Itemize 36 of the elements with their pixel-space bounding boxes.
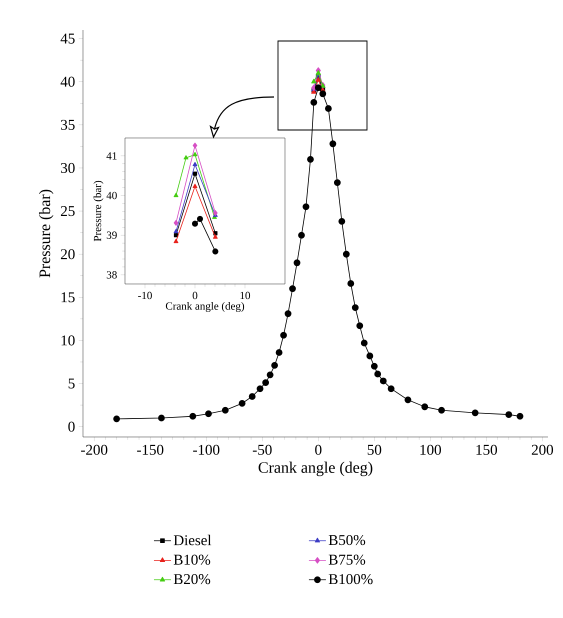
x-tick-label: 0: [192, 292, 198, 300]
y-tick-label: 35: [61, 120, 75, 130]
x-tick-label: 50: [368, 444, 382, 455]
y-tick-label: 30: [61, 162, 75, 173]
x-tick-label: 0: [315, 444, 322, 455]
y-tick-label: 39: [106, 232, 117, 239]
y-tick-label: 15: [62, 292, 75, 302]
x-tick-label: 200: [532, 444, 554, 455]
x-tick-label: -200: [81, 444, 108, 455]
x-tick-label: 100: [420, 444, 441, 455]
y-tick-label: 41: [106, 152, 117, 160]
x-tick-label: 150: [476, 444, 498, 455]
y-tick-label: 10: [62, 335, 75, 346]
x-tick-label: -150: [137, 444, 164, 455]
y-tick-label: 25: [60, 206, 75, 216]
x-tick-label: -50: [252, 444, 272, 455]
y-tick-label: 45: [60, 34, 75, 44]
y-axis-title: Pressure (bar): [38, 190, 54, 278]
x-axis-title: Crank angle (deg): [258, 462, 372, 476]
y-tick-label: 40: [106, 192, 117, 200]
y-tick-label: 5: [68, 378, 75, 388]
legend-label: Diesel: [174, 534, 212, 546]
y-tick-label: 20: [60, 249, 75, 260]
y-axis-title: Pressure (bar): [94, 180, 104, 242]
legend-label: B100%: [328, 574, 373, 584]
legend-label: B50%: [328, 535, 366, 546]
x-axis-title: Crank angle (deg): [166, 302, 244, 312]
legend-label: B20%: [174, 574, 210, 584]
legend-label: B75%: [328, 554, 366, 565]
x-tick-label: -100: [193, 444, 220, 455]
legend-label: B10%: [174, 554, 210, 565]
x-tick-label: -10: [138, 292, 152, 300]
y-tick-label: 0: [68, 422, 75, 432]
y-tick-label: 38: [106, 271, 117, 279]
y-tick-label: 40: [60, 76, 75, 87]
x-tick-label: 10: [240, 292, 250, 300]
